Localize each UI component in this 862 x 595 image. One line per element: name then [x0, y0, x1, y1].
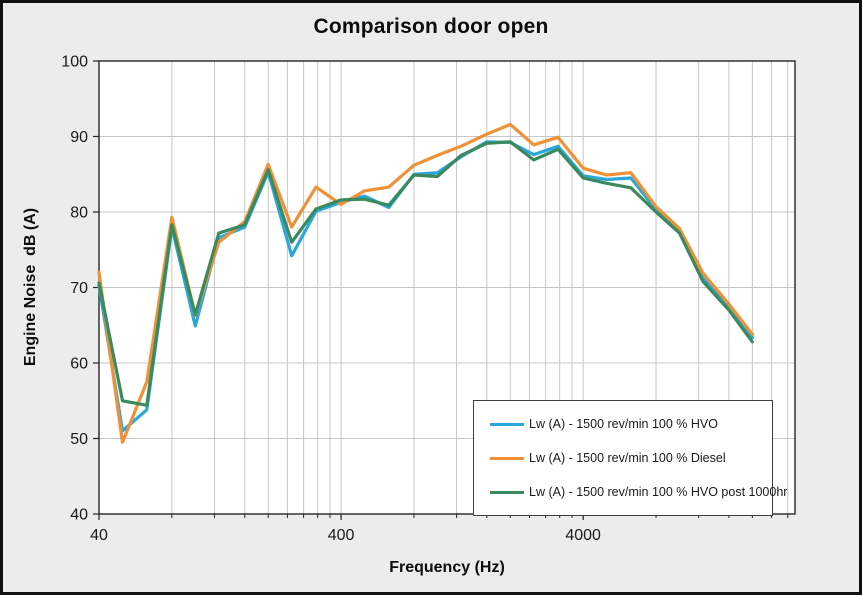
- legend-entry-hvo: Lw (A) - 1500 rev/min 100 % HVO: [490, 417, 772, 431]
- y-tick-label: 90: [70, 129, 88, 146]
- legend-line-swatch-diesel: [490, 456, 524, 460]
- series-line: [97, 140, 755, 407]
- y-axis-title: Engine Noise dB (A): [22, 207, 39, 367]
- x-tick-label: 400: [328, 527, 355, 544]
- y-tick-label: 80: [70, 205, 88, 222]
- x-tick-label: 4000: [565, 527, 601, 544]
- x-tick-label: 40: [90, 527, 108, 544]
- legend-label-hvo: Lw (A) - 1500 rev/min 100 % HVO: [529, 417, 718, 431]
- legend-line-swatch-hvo: [490, 422, 524, 426]
- legend: Lw (A) - 1500 rev/min 100 % HVO Lw (A) -…: [473, 400, 787, 516]
- legend-entry-diesel: Lw (A) - 1500 rev/min 100 % Diesel: [490, 451, 772, 465]
- y-tick-label: 60: [70, 356, 88, 373]
- legend-label-diesel: Lw (A) - 1500 rev/min 100 % Diesel: [529, 451, 726, 465]
- x-axis-title: Frequency (Hz): [389, 559, 505, 576]
- chart-title: Comparison door open: [313, 15, 549, 38]
- y-tick-label: 70: [70, 280, 88, 297]
- y-tick-label: 50: [70, 431, 88, 448]
- legend-entry-hvo-post: Lw (A) - 1500 rev/min 100 % HVO post 100…: [490, 485, 787, 499]
- y-tick-label: 100: [61, 54, 88, 71]
- legend-label-hvo-post: Lw (A) - 1500 rev/min 100 % HVO post 100…: [529, 485, 788, 499]
- legend-line-swatch-hvo-post: [490, 490, 524, 494]
- y-tick-label: 40: [70, 507, 88, 524]
